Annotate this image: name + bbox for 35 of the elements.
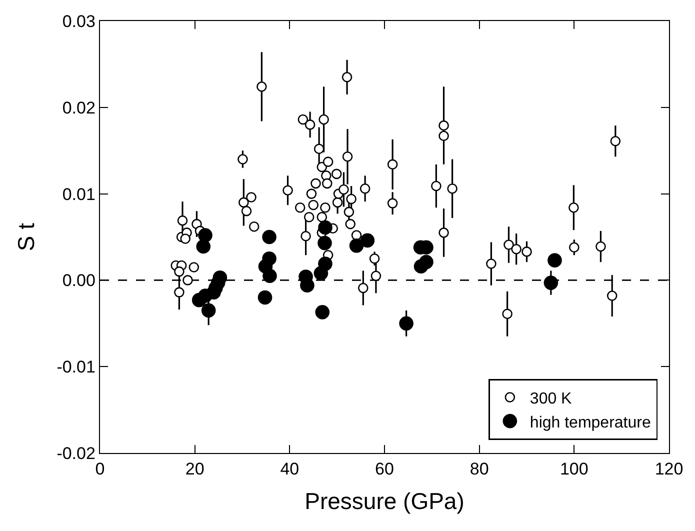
point (258, 290, 272, 305)
point (201, 303, 216, 318)
point (419, 254, 434, 270)
x-tick-label: 120 (654, 460, 684, 479)
y-tick-label: 0.01 (62, 184, 96, 204)
legend-label: 300 K (530, 390, 572, 408)
point (300, 278, 314, 293)
point (544, 276, 558, 290)
x-axis-title: Pressure (GPa) (304, 488, 464, 514)
point (196, 239, 211, 254)
y-tick-label: -0.01 (56, 358, 96, 377)
y-tick-label: 0.03 (62, 12, 96, 31)
y-tick-label: -0.02 (56, 444, 96, 463)
x-tick-label: 0 (95, 460, 105, 479)
y-tick-label: 0.02 (62, 98, 96, 118)
legend-label: high temperature (530, 414, 651, 432)
point (262, 251, 276, 266)
y-axis-title: S t (13, 222, 40, 252)
point (349, 238, 364, 253)
x-tick-label: 40 (280, 460, 300, 479)
point (315, 305, 330, 320)
point (262, 230, 276, 244)
point (399, 316, 414, 331)
y-tick-label: 0.00 (62, 271, 96, 290)
point (360, 233, 375, 248)
x-tick-label: 80 (470, 460, 489, 479)
point (318, 236, 332, 250)
x-tick-label: 60 (375, 460, 394, 479)
point (198, 228, 212, 242)
point (548, 253, 562, 268)
point (318, 256, 332, 271)
x-tick-label: 100 (560, 460, 588, 479)
point (318, 220, 332, 235)
point (262, 268, 277, 284)
x-tick-label: 20 (185, 460, 204, 479)
